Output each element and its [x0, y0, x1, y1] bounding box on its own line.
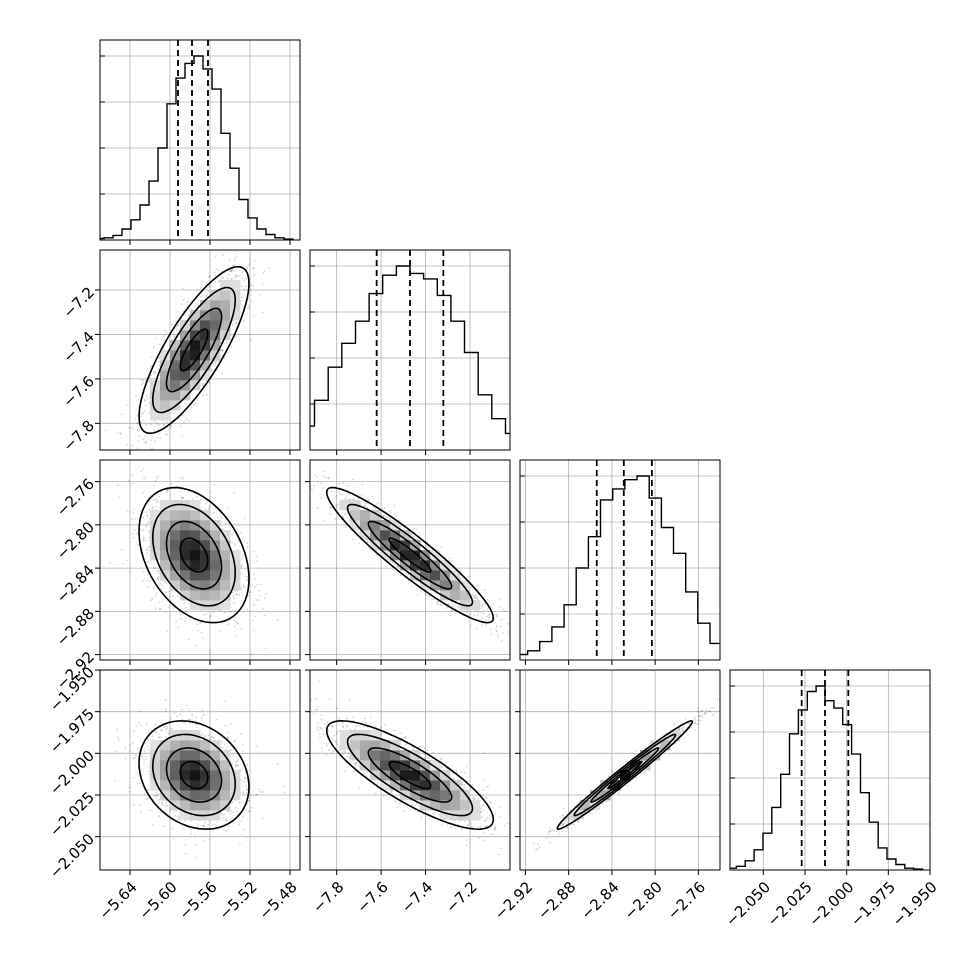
contour-line	[607, 760, 643, 790]
contour-line	[346, 733, 474, 817]
x-tick-label: −1.975	[847, 878, 899, 930]
x-tick-label: −7.4	[398, 878, 436, 916]
contour-line	[165, 747, 223, 803]
contour-line	[367, 520, 453, 590]
contour-line	[556, 720, 694, 830]
x-tick-label: −1.950	[889, 878, 941, 930]
panel-frame	[309, 669, 511, 871]
panel-frame	[99, 669, 301, 871]
contour-line	[165, 307, 223, 393]
x-tick-label: −2.88	[534, 878, 579, 923]
density-cells	[570, 730, 681, 821]
y-tick-label: −1.975	[46, 705, 98, 757]
contour-line	[138, 265, 250, 435]
y-tick-label: −2.88	[53, 605, 98, 650]
panel-1-1	[309, 249, 511, 455]
x-tick-label: −2.000	[805, 878, 857, 930]
contour-line	[367, 747, 453, 803]
y-tick-label: −2.025	[46, 788, 98, 840]
density-cells	[340, 500, 481, 611]
contour-line	[325, 719, 495, 831]
x-tick-label: −7.8	[309, 878, 347, 916]
panel-2-2	[519, 459, 721, 665]
contour-line	[151, 733, 237, 817]
panel-frame	[729, 669, 931, 871]
histogram-step	[310, 265, 510, 435]
panel-frame	[99, 39, 301, 241]
histogram-step	[100, 55, 294, 240]
x-tick-label: −2.76	[664, 878, 709, 923]
contour-line	[346, 503, 474, 607]
contour-line	[388, 537, 432, 573]
panel-0-0	[99, 39, 301, 245]
y-tick-label: −7.6	[60, 372, 98, 410]
contour-line	[138, 720, 250, 830]
panel-frame	[99, 459, 301, 661]
x-tick-label: −5.52	[216, 878, 261, 923]
x-tick-label: −2.80	[621, 878, 666, 923]
panel-frame	[99, 249, 301, 451]
histogram-step	[520, 475, 720, 656]
panel-2-1	[305, 459, 511, 665]
contour-line	[138, 486, 250, 624]
x-tick-label: −2.025	[764, 878, 816, 930]
y-tick-label: −2.84	[53, 561, 98, 606]
panel-3-3: −2.050−2.025−2.000−1.975−1.950	[722, 669, 941, 930]
y-tick-label: −2.000	[46, 747, 98, 799]
panel-frame	[309, 459, 511, 661]
contour-line	[179, 537, 209, 573]
x-tick-label: −7.6	[353, 878, 391, 916]
contour-line	[179, 760, 209, 790]
contour-line	[179, 328, 209, 372]
x-tick-label: −5.48	[256, 878, 301, 923]
contour-line	[152, 286, 236, 414]
x-tick-label: −5.64	[96, 878, 141, 923]
y-tick-label: −2.80	[53, 518, 98, 563]
x-tick-label: −2.050	[722, 878, 774, 930]
contour-line	[388, 760, 432, 790]
x-tick-label: −2.84	[577, 878, 622, 923]
panel-1-0: −7.8 −7.6 −7.4 −7.2	[60, 249, 301, 455]
contour-line	[590, 747, 660, 803]
panel-frame	[309, 249, 511, 451]
contour-line	[325, 486, 495, 624]
x-tick-label: −7.2	[442, 878, 480, 916]
y-tick-label: −7.2	[60, 283, 98, 321]
y-tick-label: −7.8	[60, 417, 98, 455]
x-tick-label: −2.92	[491, 878, 536, 923]
y-tick-label: −2.76	[53, 475, 98, 520]
panel-3-0: −2.050−2.025−2.000−1.975−1.950−5.64−5.60…	[46, 663, 301, 923]
contour-line	[151, 503, 237, 607]
panel-frame	[519, 669, 721, 871]
density-cells	[150, 730, 241, 821]
contour-line	[165, 520, 223, 590]
panel-2-0: −2.92−2.88−2.84−2.80−2.76	[53, 459, 301, 693]
panel-3-1: −7.8 −7.6 −7.4 −7.2	[305, 669, 511, 917]
contour-line	[573, 733, 677, 817]
x-tick-label: −5.60	[136, 878, 181, 923]
y-tick-label: −2.050	[46, 830, 98, 882]
y-tick-label: −7.4	[60, 328, 98, 366]
panel-frame	[519, 459, 721, 661]
panel-3-2: −2.92−2.88−2.84−2.80−2.76	[491, 669, 721, 923]
x-tick-label: −5.56	[176, 878, 221, 923]
